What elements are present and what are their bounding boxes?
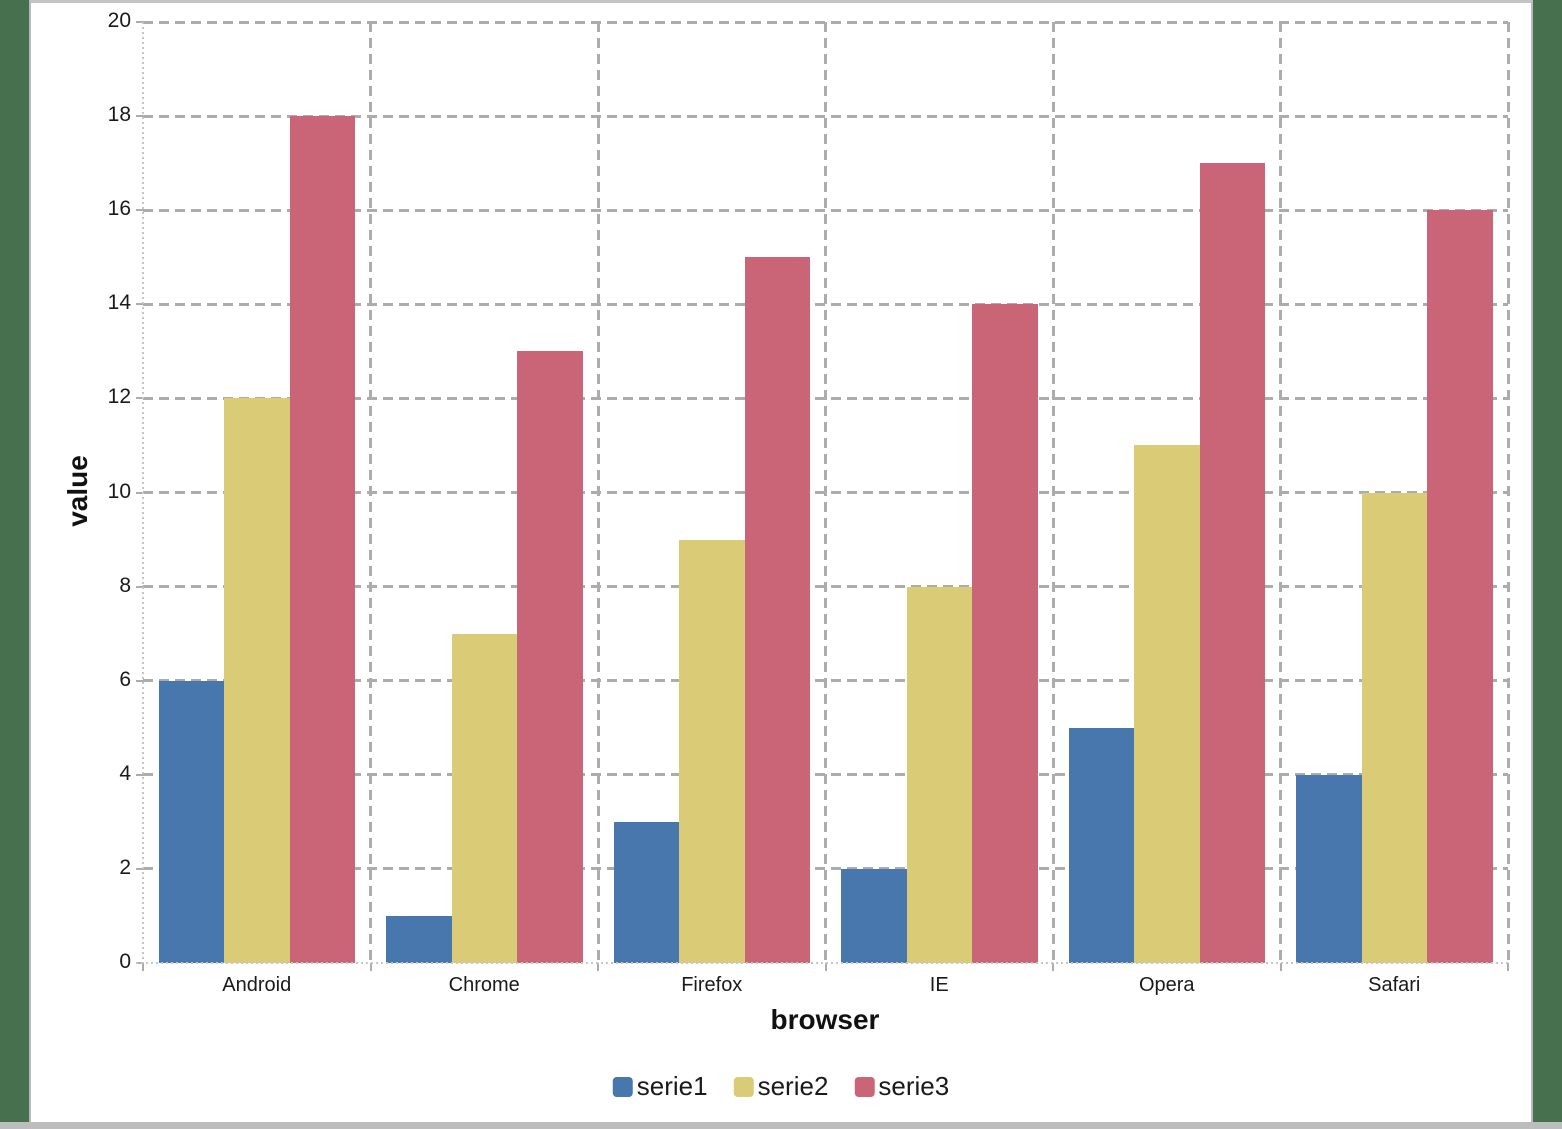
- bar-serie2-firefox[interactable]: [679, 539, 745, 963]
- bar-serie2-ie[interactable]: [906, 586, 972, 963]
- vertical-gridline: [1051, 22, 1055, 963]
- legend-item-serie3[interactable]: serie3: [854, 1071, 949, 1102]
- legend-item-serie1[interactable]: serie1: [612, 1071, 708, 1102]
- bar-serie1-opera[interactable]: [1068, 727, 1134, 963]
- bar-serie1-android[interactable]: [158, 680, 224, 963]
- bar-serie1-safari[interactable]: [1296, 774, 1362, 963]
- y-axis-tick: [136, 115, 143, 118]
- y-axis-tick-label: 0: [119, 950, 131, 973]
- x-category-label: Chrome: [448, 974, 520, 996]
- legend-swatch-serie3: [854, 1076, 875, 1097]
- x-axis-tick: [1052, 963, 1054, 971]
- y-axis-line: [142, 22, 144, 963]
- bar-serie3-opera[interactable]: [1199, 163, 1265, 963]
- x-axis-tick: [369, 963, 372, 971]
- x-axis-title: browser: [770, 1004, 880, 1035]
- legend-swatch-serie2: [733, 1076, 754, 1097]
- y-axis-tick: [136, 209, 143, 212]
- x-category-label: Safari: [1368, 974, 1421, 996]
- y-axis-tick-label: 6: [119, 667, 131, 691]
- bar-serie3-ie[interactable]: [972, 304, 1038, 963]
- chart-legend: serie1 serie2 serie3: [612, 1071, 949, 1102]
- bar-serie3-firefox[interactable]: [744, 257, 810, 963]
- y-axis-tick-label: 18: [107, 103, 131, 127]
- bar-serie1-chrome[interactable]: [386, 915, 452, 963]
- y-axis-tick: [136, 585, 143, 588]
- x-axis-tick: [1507, 963, 1509, 971]
- y-axis-tick-label: 8: [119, 573, 131, 597]
- y-axis-tick: [136, 491, 143, 494]
- legend-label: serie1: [636, 1071, 708, 1101]
- bar-serie1-firefox[interactable]: [613, 821, 679, 963]
- window-bottom-border: [0, 1122, 1562, 1129]
- x-category-label: Firefox: [681, 974, 743, 996]
- y-axis-tick-label: 14: [107, 291, 131, 315]
- vertical-gridline: [596, 22, 600, 963]
- bar-serie3-safari[interactable]: [1427, 210, 1493, 963]
- bar-serie2-safari[interactable]: [1361, 492, 1427, 963]
- y-axis-tick-label: 10: [107, 479, 131, 503]
- x-axis-line: [136, 962, 1510, 964]
- bar-serie2-opera[interactable]: [1134, 445, 1200, 963]
- vertical-gridline: [369, 22, 372, 963]
- y-axis-tick: [136, 867, 143, 870]
- y-axis-tick: [136, 773, 143, 776]
- y-axis-tick: [136, 397, 143, 400]
- vertical-gridline: [1279, 22, 1282, 963]
- y-axis-tick-label: 20: [107, 9, 131, 32]
- y-axis-tick-label: 12: [107, 385, 131, 409]
- legend-label: serie3: [878, 1071, 950, 1101]
- bar-serie3-chrome[interactable]: [517, 351, 583, 963]
- bar-serie3-android[interactable]: [289, 116, 355, 963]
- vertical-gridline: [824, 22, 827, 963]
- legend-swatch-serie1: [612, 1076, 633, 1097]
- x-category-label: Opera: [1138, 974, 1195, 996]
- bar-serie2-android[interactable]: [224, 398, 290, 963]
- legend-item-serie2[interactable]: serie2: [733, 1071, 829, 1102]
- y-axis-tick: [136, 303, 143, 306]
- y-axis-tick: [136, 21, 143, 23]
- legend-label: serie2: [757, 1071, 829, 1101]
- bar-serie1-ie[interactable]: [841, 868, 907, 963]
- x-axis-tick: [597, 963, 599, 971]
- y-axis-title: value: [62, 455, 93, 527]
- y-axis-tick-label: 16: [107, 197, 131, 221]
- x-category-label: IE: [929, 974, 949, 996]
- y-axis-tick-label: 4: [119, 761, 131, 785]
- x-axis-tick: [824, 963, 827, 971]
- y-axis-tick: [136, 679, 143, 682]
- y-axis-tick-label: 2: [119, 855, 131, 879]
- x-axis-tick: [142, 963, 144, 971]
- x-axis-tick: [1279, 963, 1282, 971]
- vertical-gridline: [1506, 22, 1510, 963]
- bar-serie2-chrome[interactable]: [451, 633, 517, 963]
- x-category-label: Android: [222, 974, 292, 996]
